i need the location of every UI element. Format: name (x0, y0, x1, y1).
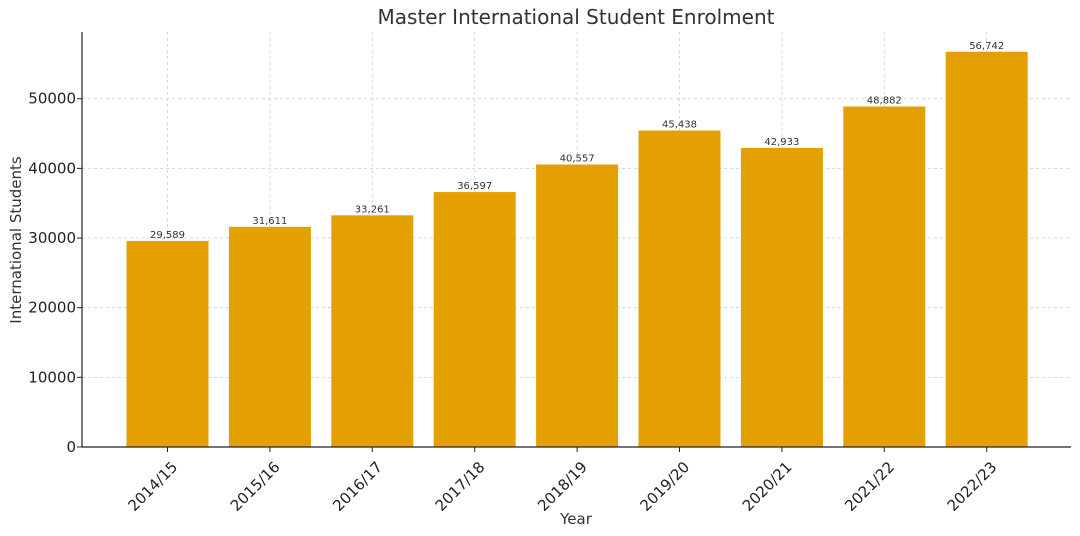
x-tick-label: 2017/18 (432, 458, 489, 515)
bar-value-label: 33,261 (355, 204, 390, 215)
x-tick-label: 2019/20 (636, 458, 693, 515)
bar-value-label: 42,933 (764, 137, 799, 148)
bar-value-label: 48,882 (867, 96, 902, 107)
bar (638, 130, 721, 447)
bar-value-label: 40,557 (560, 153, 595, 164)
x-tick-label: 2022/23 (944, 458, 1001, 515)
y-tick-label: 20000 (28, 299, 76, 317)
bar (433, 192, 516, 447)
bar-value-label: 29,589 (150, 230, 185, 241)
y-tick-label: 30000 (28, 229, 76, 247)
x-tick-label: 2021/22 (841, 458, 898, 515)
x-tick-label: 2014/15 (124, 458, 181, 515)
bar-value-label: 56,742 (969, 41, 1004, 52)
y-tick-label: 10000 (28, 368, 76, 386)
x-tick-label: 2015/16 (227, 458, 284, 515)
y-ticks: 0 10000 20000 30000 40000 50000 (28, 90, 82, 456)
bar-value-label: 45,438 (662, 119, 697, 130)
bar (331, 215, 414, 447)
bar (126, 240, 209, 447)
bar (228, 226, 311, 447)
bar-value-label: 36,597 (457, 181, 492, 192)
bar (740, 147, 823, 447)
y-tick-label: 50000 (28, 90, 76, 108)
bar (843, 106, 926, 447)
chart-title: Master International Student Enrolment (378, 5, 775, 29)
data-labels-layer: 29,589 31,611 33,261 36,597 40,557 45,438 42,9… (150, 41, 1004, 241)
x-tick-label: 2018/19 (534, 458, 591, 515)
bar (945, 51, 1028, 448)
x-axis-label: Year (559, 510, 593, 528)
bars-layer (126, 51, 1028, 448)
x-tick-label: 2020/21 (739, 458, 796, 515)
bar (536, 164, 619, 447)
x-ticks: 2014/15 2015/16 2016/17 2017/18 2018/19 2019/… (124, 447, 1000, 515)
y-tick-label: 40000 (28, 159, 76, 177)
y-axis-label: International Students (7, 156, 25, 324)
bar-value-label: 31,611 (252, 216, 287, 227)
x-tick-label: 2016/17 (329, 458, 386, 515)
y-tick-label: 0 (66, 438, 76, 456)
